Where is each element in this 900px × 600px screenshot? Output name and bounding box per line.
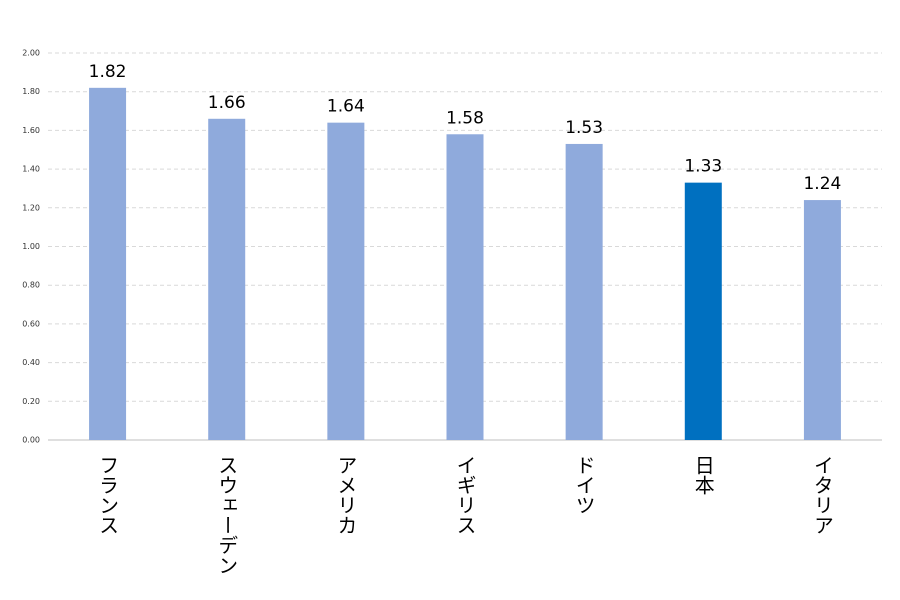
y-tick-label: 1.60 <box>22 126 40 135</box>
value-label: 1.58 <box>446 108 484 128</box>
bar <box>684 182 722 440</box>
x-tick-label: イタリア <box>810 455 834 535</box>
value-label: 1.82 <box>89 62 127 82</box>
y-tick-label: 1.80 <box>22 87 40 96</box>
x-tick-label: アメリカ <box>334 455 358 535</box>
y-tick-label: 0.60 <box>22 319 40 328</box>
bar <box>803 200 841 440</box>
bar <box>327 122 365 440</box>
value-label: 1.33 <box>684 157 722 177</box>
value-label: 1.53 <box>565 118 603 138</box>
bar <box>208 118 246 440</box>
y-tick-label: 1.00 <box>22 242 40 251</box>
bar <box>446 134 484 440</box>
y-tick-label: 0.00 <box>22 436 40 445</box>
value-label: 1.66 <box>208 93 246 113</box>
value-label: 1.64 <box>327 97 365 117</box>
y-tick-label: 1.40 <box>22 165 40 174</box>
y-tick-label: 0.80 <box>22 281 40 290</box>
y-tick-label: 0.40 <box>22 358 40 367</box>
bar <box>89 87 127 440</box>
value-label: 1.24 <box>803 174 841 194</box>
y-tick-label: 2.00 <box>22 49 40 58</box>
x-tick-label: フランス <box>96 455 120 535</box>
y-tick-label: 1.20 <box>22 203 40 212</box>
x-tick-label: ドイツ <box>572 455 596 515</box>
x-tick-label: スウェーデン <box>215 455 239 575</box>
y-tick-label: 0.20 <box>22 397 40 406</box>
x-tick-label: イギリス <box>453 455 477 535</box>
bar <box>565 143 603 440</box>
x-tick-label: 日本 <box>691 455 715 495</box>
